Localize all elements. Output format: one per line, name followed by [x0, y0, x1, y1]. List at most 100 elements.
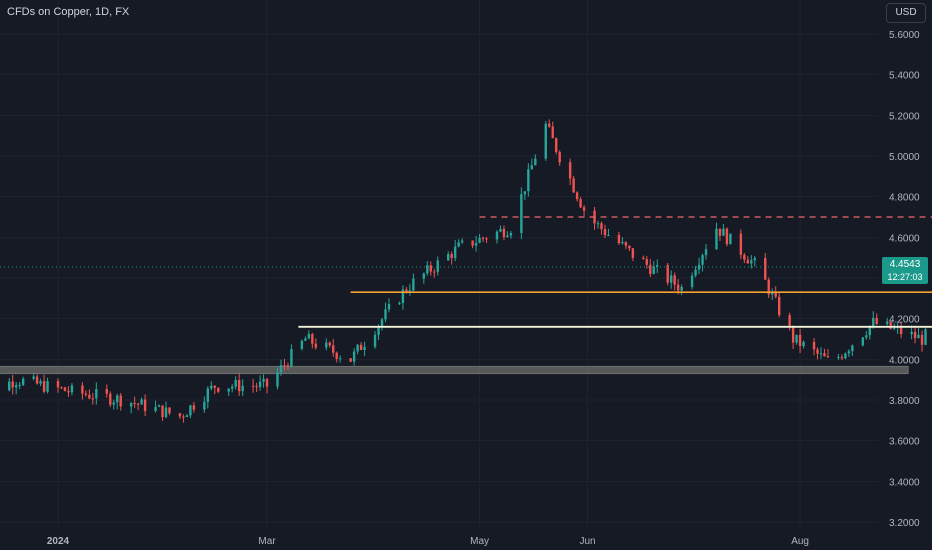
candle-body [314, 343, 318, 348]
candle-body [161, 405, 164, 418]
candle-body [255, 386, 258, 388]
bar-countdown: 12:27:03 [887, 272, 923, 282]
price-tick-label: 5.0000 [889, 152, 920, 163]
currency-button[interactable]: USD [886, 3, 926, 23]
candle-body [530, 165, 534, 170]
candle-body [607, 234, 610, 236]
candle-body [499, 228, 502, 232]
candle-body [234, 379, 237, 387]
candle-body [109, 393, 112, 405]
candle-body [157, 405, 161, 407]
candle-body [495, 231, 499, 240]
candle-body [63, 387, 67, 392]
candle-body [816, 349, 819, 354]
candle-body [544, 123, 547, 159]
candle-body [387, 304, 391, 310]
candle-body [133, 402, 136, 404]
candle-body [307, 334, 311, 339]
candle-body [231, 386, 234, 389]
candle-body [363, 346, 366, 350]
candle-body [140, 399, 143, 405]
candle-body [426, 265, 429, 274]
time-tick-label: May [470, 536, 489, 547]
candle-body [213, 385, 216, 388]
candle-body [826, 356, 830, 358]
candle-body [11, 381, 14, 388]
candle-body [203, 401, 206, 410]
candle-body [237, 379, 241, 392]
candle-body [457, 242, 460, 247]
candle-body [210, 385, 213, 389]
candle-body [823, 353, 826, 357]
candle-body [119, 395, 122, 407]
candle-body [286, 365, 290, 367]
candle-body [164, 407, 168, 418]
candle-body [447, 254, 450, 261]
candle-body [8, 381, 11, 391]
candle-body [105, 388, 108, 394]
candle-body [558, 152, 561, 163]
candle-body [837, 357, 840, 359]
candle-body [401, 289, 405, 303]
candle-body [743, 254, 746, 260]
candle-body [865, 335, 868, 338]
grid-lines [0, 0, 878, 530]
candle-body [885, 321, 889, 324]
time-tick-label: Mar [258, 536, 276, 547]
candle-body [917, 334, 920, 339]
candle-body [88, 394, 91, 399]
candle-body [506, 235, 509, 237]
candle-body [241, 385, 244, 392]
price-tick-label: 4.8000 [889, 193, 920, 204]
candle-body [875, 317, 878, 324]
candle-body [753, 258, 756, 261]
candle-body [18, 384, 21, 386]
candle-body [851, 345, 854, 352]
candle-body [924, 329, 927, 345]
candle-body [311, 334, 314, 344]
candle-body [21, 378, 25, 385]
candle-body [290, 349, 293, 367]
candle-body [795, 334, 798, 343]
candle-body [42, 381, 46, 392]
candle-body [471, 240, 474, 246]
candle-body [840, 357, 844, 359]
candle-body [697, 264, 701, 270]
candle-body [746, 259, 750, 264]
candle-body [680, 286, 683, 291]
candle-body [872, 317, 875, 326]
candle-body [359, 344, 363, 350]
candle-body [408, 290, 412, 292]
candle-body [485, 238, 488, 240]
candle-body [227, 388, 230, 392]
candle-body [600, 223, 603, 230]
candle-body [189, 405, 192, 416]
candle-body [819, 353, 823, 355]
price-tick-label: 4.0000 [889, 355, 920, 366]
candle-body [603, 229, 607, 236]
candle-body [377, 325, 380, 335]
candle-body [185, 415, 189, 418]
candle-body [154, 406, 157, 412]
candle-body [56, 381, 60, 388]
time-tick-label: Jun [580, 536, 596, 547]
chart-drawings-front[interactable] [0, 216, 932, 328]
candle-body [673, 275, 676, 285]
candle-body [325, 342, 328, 348]
candle-body [844, 353, 847, 359]
candle-body [621, 242, 624, 244]
price-tick-label: 4.2000 [889, 315, 920, 326]
time-axis[interactable]: 2024MarMayJunAugOctNov2025FebApr [47, 536, 932, 547]
candle-body [405, 289, 408, 292]
price-tick-label: 5.4000 [889, 71, 920, 82]
candle-body [283, 365, 286, 367]
candle-body [70, 385, 74, 393]
candle-body [373, 334, 377, 347]
candle-body [335, 352, 338, 359]
candle-body [694, 269, 697, 276]
price-tick-label: 5.2000 [889, 111, 920, 122]
candle-body [178, 413, 182, 417]
candle-body [380, 319, 384, 326]
candle-body [788, 315, 791, 328]
